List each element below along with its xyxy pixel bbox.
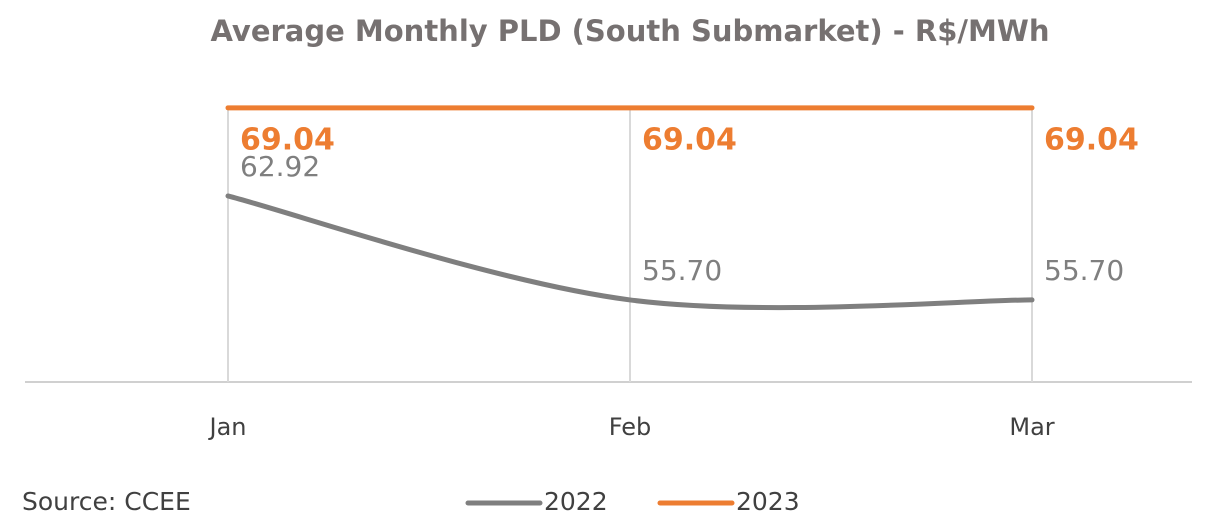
x-tick-label: Mar: [1009, 413, 1054, 441]
data-label: 69.04: [642, 122, 737, 157]
source-note: Source: CCEE: [22, 487, 191, 516]
data-label: 69.04: [240, 122, 335, 157]
legend-label: 2022: [544, 487, 608, 516]
chart-title: Average Monthly PLD (South Submarket) - …: [211, 14, 1050, 48]
data-label: 69.04: [1044, 122, 1139, 157]
data-label: 55.70: [642, 254, 722, 287]
data-label: 62.92: [240, 150, 320, 183]
legend-label: 2023: [736, 487, 800, 516]
x-tick-label: Feb: [609, 413, 652, 441]
x-tick-label: Jan: [208, 413, 247, 441]
line-series: [225, 193, 1035, 311]
data-label: 55.70: [1044, 254, 1124, 287]
